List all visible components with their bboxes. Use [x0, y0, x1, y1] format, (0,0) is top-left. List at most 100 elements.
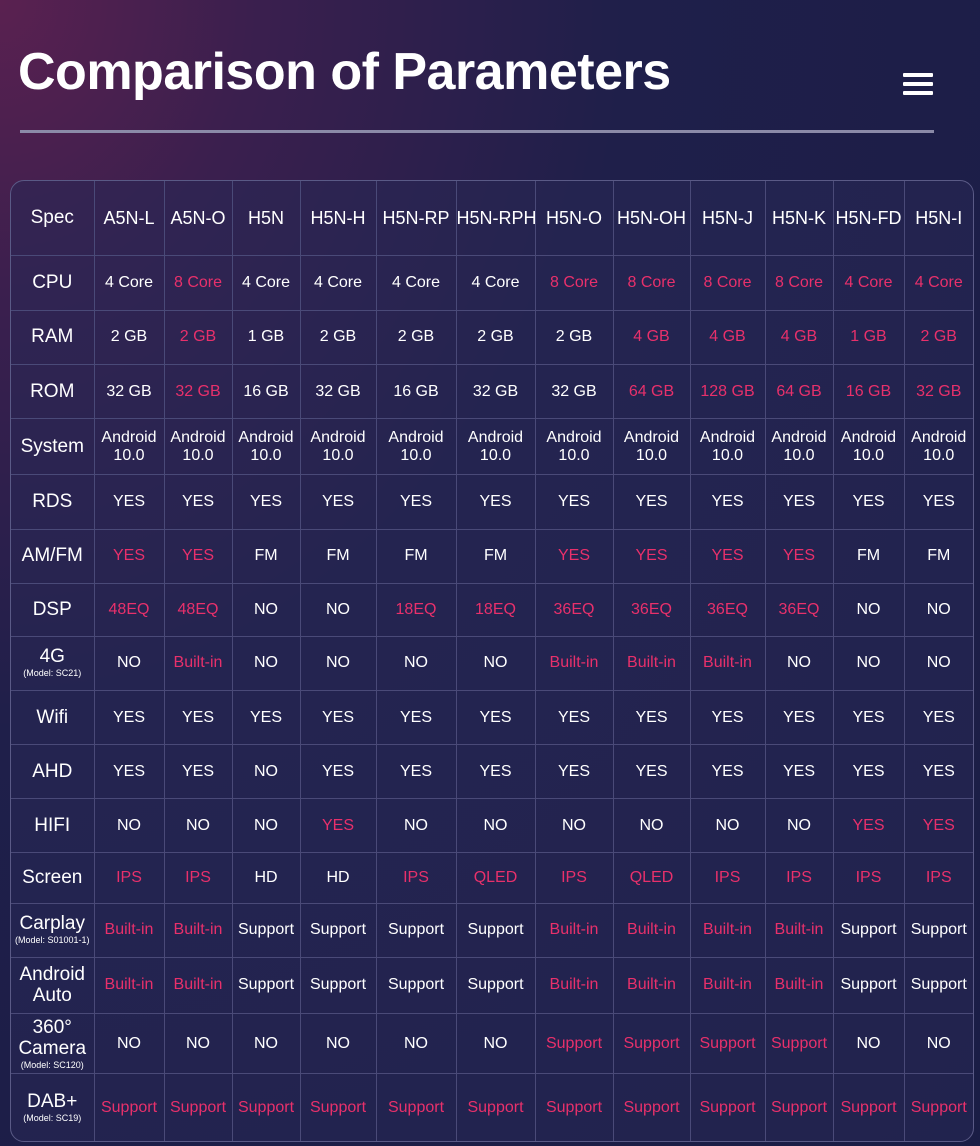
spec-value-cell: NO	[93, 635, 165, 692]
spec-value-cell: NO	[612, 798, 691, 854]
spec-value-cell: Support	[231, 902, 301, 958]
spec-value-cell: YES	[375, 689, 457, 746]
model-header-cell: H5N-I	[903, 181, 973, 256]
spec-value-cell: YES	[163, 474, 233, 530]
spec-value-cell: Support	[375, 902, 457, 958]
model-header-cell: H5N-RPH	[455, 181, 536, 256]
spec-value-cell: YES	[375, 474, 457, 530]
model-header-cell: H5N-O	[534, 181, 614, 256]
spec-value-cell: NO	[299, 635, 377, 692]
hamburger-menu-icon[interactable]	[903, 73, 933, 95]
spec-value-cell: Android 10.0	[689, 418, 766, 476]
row-label: Screen	[22, 867, 83, 889]
table-row: RDS YES YES YES YES YES YES YES YES YES YES YES YES	[11, 474, 973, 530]
table-row: ROM 32 GB 32 GB 16 GB 32 GB 16 GB 32 GB 32 GB 64…	[11, 364, 973, 420]
spec-value-cell: YES	[689, 689, 766, 746]
system-name: Android	[546, 428, 602, 446]
system-version: 10.0	[783, 446, 815, 464]
system-version: 10.0	[852, 446, 885, 464]
spec-value-cell: Support	[163, 1073, 233, 1141]
spec-value-cell: NO	[299, 1012, 377, 1075]
spec-value-cell: Support	[231, 956, 301, 1014]
spec-value-cell: YES	[612, 474, 691, 530]
system-version: 10.0	[250, 446, 282, 464]
table-row: AHD YES YES NO YES YES YES YES YES YES YES YES YES	[11, 744, 973, 800]
spec-value-cell: 36EQ	[612, 582, 691, 637]
model-header-cell: H5N-RP	[375, 181, 457, 256]
system-version: 10.0	[113, 446, 145, 464]
row-label-cell: ROM	[11, 364, 95, 420]
spec-value-cell: NO	[534, 798, 614, 854]
spec-value-cell: NO	[903, 582, 973, 637]
spec-value-cell: Support	[299, 902, 377, 958]
spec-value-cell: QLED	[455, 852, 536, 904]
model-header-cell: A5N-O	[163, 181, 233, 256]
row-label: 360° Camera	[18, 1016, 87, 1059]
table-row: CPU 4 Core 8 Core 4 Core 4 Core 4 Core 4 Core 8…	[11, 254, 973, 311]
row-label: RDS	[32, 490, 73, 512]
table-row: Wifi YES YES YES YES YES YES YES YES YES YES YES YES	[11, 689, 973, 746]
spec-value-cell: YES	[534, 744, 614, 800]
spec-value-cell: IPS	[534, 852, 614, 904]
spec-value-cell: YES	[231, 689, 301, 746]
system-name: Android	[388, 428, 444, 446]
spec-value-cell: Support	[299, 956, 377, 1014]
spec-value-cell: Android 10.0	[832, 418, 905, 476]
spec-value-cell: Support	[832, 902, 905, 958]
spec-value-cell: 18EQ	[455, 582, 536, 637]
spec-value-cell: YES	[832, 474, 905, 530]
row-label-cell: Carplay (Model: S01001-1)	[11, 902, 95, 958]
spec-value-cell: IPS	[903, 852, 973, 904]
spec-value-cell: NO	[163, 798, 233, 854]
spec-value-cell: Support	[612, 1012, 691, 1075]
menu-bar-top	[903, 73, 933, 77]
spec-value-cell: 36EQ	[764, 582, 834, 637]
spec-value-cell: Support	[903, 956, 973, 1014]
spec-value-cell: Support	[832, 956, 905, 1014]
table-row: AM/FM YES YES FM FM FM FM YES YES YES YES FM FM	[11, 528, 973, 584]
spec-value-cell: Support	[534, 1012, 614, 1075]
spec-value-cell: YES	[764, 744, 834, 800]
spec-value-cell: NO	[764, 798, 834, 854]
spec-value-cell: YES	[231, 474, 301, 530]
spec-value-cell: 8 Core	[534, 254, 614, 311]
comparison-table: Spec A5N-L A5N-O H5N H5N-H H5N-RP H5N-RPH H5N-O…	[11, 181, 973, 1141]
spec-value-cell: HD	[231, 852, 301, 904]
page-title: Comparison of Parameters	[18, 43, 671, 101]
spec-value-cell: YES	[299, 798, 377, 854]
row-label-cell: System	[11, 418, 95, 476]
system-name: Android	[238, 428, 294, 446]
spec-value-cell: YES	[299, 744, 377, 800]
spec-value-cell: HD	[299, 852, 377, 904]
system-name: Android	[310, 428, 366, 446]
spec-value-cell: 32 GB	[163, 364, 233, 420]
spec-value-cell: NO	[903, 1012, 973, 1075]
spec-value-cell: YES	[163, 744, 233, 800]
spec-value-cell: 4 GB	[689, 309, 766, 366]
spec-value-cell: Built-in	[764, 956, 834, 1014]
table-row: 4G (Model: SC21) NO Built-in NO NO NO NO Built-i…	[11, 635, 973, 692]
spec-value-cell: YES	[375, 744, 457, 800]
row-label-model-note: (Model: SC21)	[23, 668, 82, 679]
spec-value-cell: YES	[534, 689, 614, 746]
spec-value-cell: Built-in	[612, 902, 691, 958]
spec-value-cell: IPS	[163, 852, 233, 904]
spec-value-cell: YES	[832, 689, 905, 746]
spec-value-cell: YES	[612, 528, 691, 584]
system-name: Android	[467, 428, 524, 446]
spec-value-cell: NO	[93, 798, 165, 854]
spec-value-cell: Support	[903, 1073, 973, 1141]
spec-value-cell: Support	[832, 1073, 905, 1141]
row-label-model-note: (Model: SC120)	[20, 1059, 84, 1070]
spec-value-cell: Support	[455, 902, 536, 958]
spec-value-cell: IPS	[764, 852, 834, 904]
spec-value-cell: YES	[455, 744, 536, 800]
spec-value-cell: QLED	[612, 852, 691, 904]
spec-value-cell: Built-in	[93, 956, 165, 1014]
spec-value-cell: NO	[455, 798, 536, 854]
spec-value-cell: 32 GB	[299, 364, 377, 420]
spec-value-cell: Android 10.0	[534, 418, 614, 476]
spec-value-cell: NO	[375, 635, 457, 692]
row-label-cell: DSP	[11, 582, 95, 637]
spec-value-cell: Support	[689, 1073, 766, 1141]
